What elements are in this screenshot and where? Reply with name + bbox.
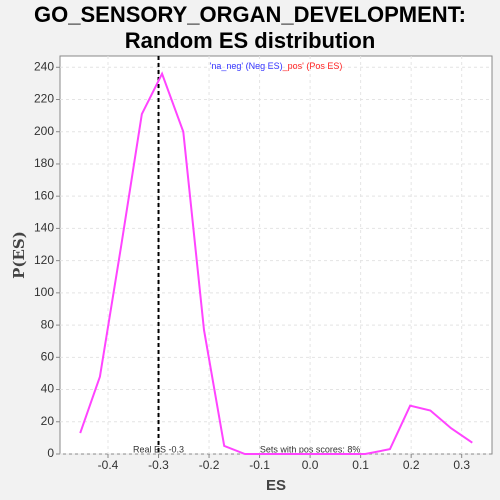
x-tick-label: 0.0 xyxy=(302,458,319,472)
plot-area xyxy=(59,55,493,455)
annotation: Sets with pos scores: 8% xyxy=(260,444,361,454)
data-line xyxy=(79,71,473,455)
y-tick-label: 180 xyxy=(34,156,54,170)
x-axis-label: ES xyxy=(266,477,286,494)
legend-entry: 'na_neg' (Neg ES) xyxy=(210,61,283,71)
x-tick-label: -0.4 xyxy=(98,458,119,472)
x-tick-label: -0.2 xyxy=(199,458,220,472)
chart-title: GO_SENSORY_ORGAN_DEVELOPMENT: Random ES … xyxy=(34,2,466,53)
y-tick-label: 100 xyxy=(34,285,54,299)
y-tick-label: 240 xyxy=(34,59,54,73)
y-tick-label: 120 xyxy=(34,253,54,267)
y-tick-label: 160 xyxy=(34,188,54,202)
y-tick-label: 60 xyxy=(41,349,55,363)
legend-entry: _pos' (Pos ES) xyxy=(282,61,343,71)
annotation: Real ES -0.3 xyxy=(133,444,184,454)
legend: 'na_neg' (Neg ES)_pos' (Pos ES) xyxy=(210,61,343,71)
y-tick-label: 200 xyxy=(34,124,54,138)
x-tick-label: 0.2 xyxy=(403,458,420,472)
y-tick-label: 80 xyxy=(41,317,55,331)
x-tick-label: 0.1 xyxy=(352,458,369,472)
y-tick-label: 0 xyxy=(47,446,54,460)
x-tick-label: 0.3 xyxy=(453,458,470,472)
x-tick-label: -0.1 xyxy=(249,458,270,472)
y-axis-label: P(ES) xyxy=(10,231,28,279)
y-tick-label: 40 xyxy=(41,382,55,396)
y-tick-label: 140 xyxy=(34,221,54,235)
y-tick-label: 220 xyxy=(34,92,54,106)
x-tick-label: -0.3 xyxy=(148,458,169,472)
y-tick-label: 20 xyxy=(41,414,55,428)
